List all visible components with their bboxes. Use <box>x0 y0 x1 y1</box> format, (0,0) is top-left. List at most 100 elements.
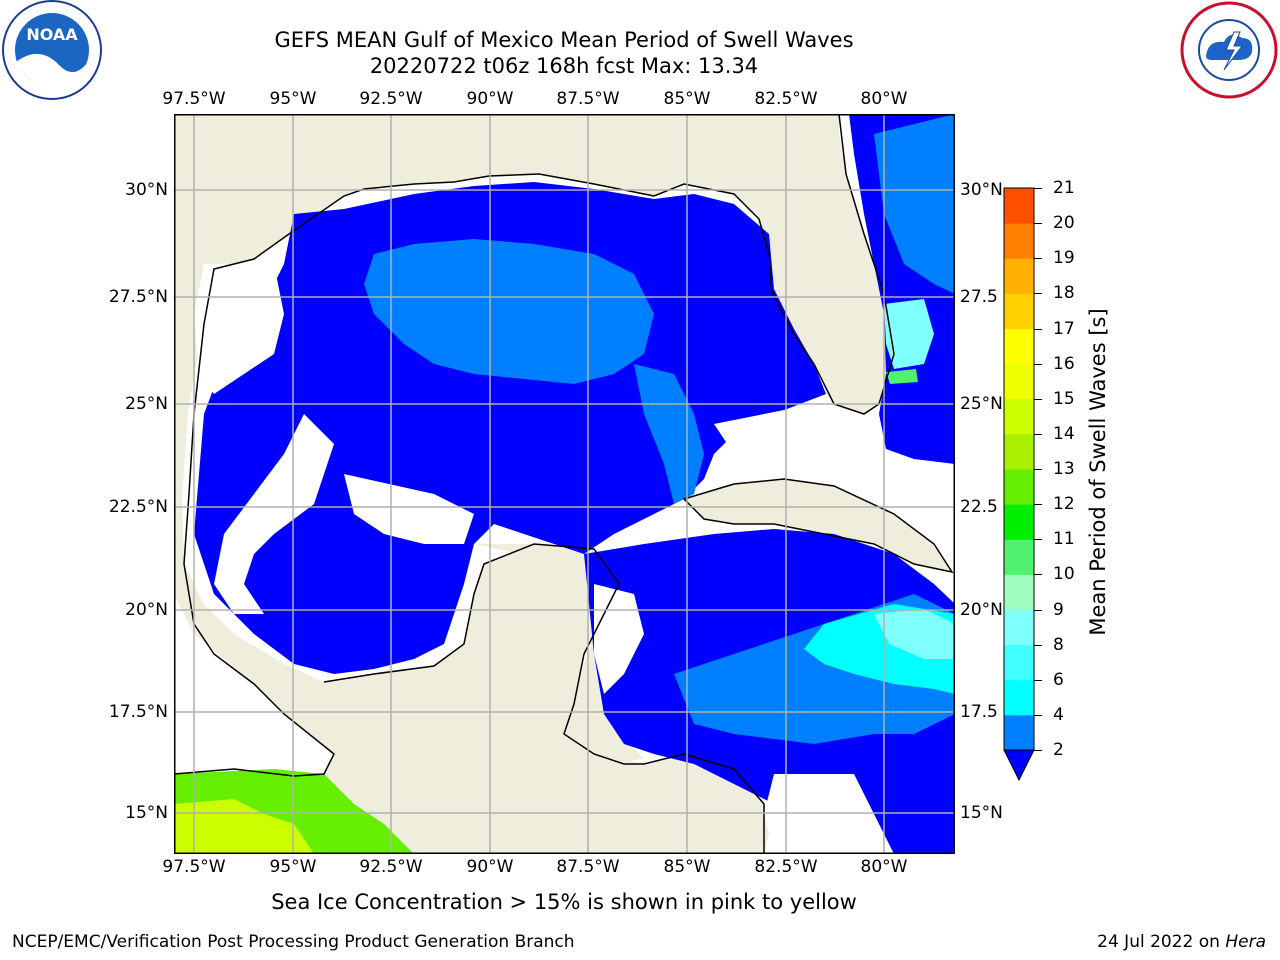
footer-date: 24 Jul 2022 on Hera <box>1097 932 1266 952</box>
colorbar-tick-label: 15 <box>1053 388 1075 409</box>
colorbar-segment <box>1004 293 1034 329</box>
lon-label-bottom: 92.5°W <box>359 857 423 877</box>
colorbar-tick-label: 2 <box>1053 740 1064 760</box>
colorbar-tick-mark <box>1034 293 1042 295</box>
colorbar-tick-mark <box>1034 679 1042 681</box>
map <box>174 114 955 854</box>
swell-gap-south <box>344 474 474 544</box>
colorbar-segment <box>1004 609 1034 646</box>
colorbar-tick-label: 14 <box>1053 423 1075 444</box>
footer-date-text: 24 Jul 2022 on <box>1097 932 1226 952</box>
colorbar-segment <box>1004 398 1034 435</box>
lat-label-left: 30°N <box>125 180 168 200</box>
swell-field-mid-blue <box>364 239 654 384</box>
swell-gap-gulf-southeast <box>714 404 874 474</box>
swell-field-caribbean-light-cyan <box>874 609 955 659</box>
colorbar-segment <box>1004 188 1034 224</box>
lat-label-right: 27.5 <box>960 287 998 307</box>
colorbar-segment <box>1004 504 1034 540</box>
colorbar-segment <box>1004 258 1034 294</box>
colorbar-tick-mark <box>1034 609 1042 611</box>
lon-label-top: 87.5°W <box>556 89 620 109</box>
footer-host: Hera <box>1225 932 1266 952</box>
lat-label-right: 15°N <box>960 803 1003 823</box>
colorbar-tick-mark <box>1034 258 1042 260</box>
colorbar-segment <box>1004 223 1034 259</box>
map-frame <box>174 114 955 854</box>
colorbar-tick-label: 13 <box>1053 459 1075 479</box>
colorbar-tick-label: 19 <box>1053 248 1075 269</box>
colorbar-segment <box>1004 679 1034 716</box>
colorbar-tick-label: 6 <box>1053 669 1064 690</box>
graticule <box>174 114 955 854</box>
lon-label-bottom: 82.5°W <box>754 857 818 877</box>
land-yucatan <box>474 544 644 764</box>
colorbar-segment <box>1004 433 1034 470</box>
colorbar-segment <box>1004 714 1034 751</box>
lat-label-right: 22.5 <box>960 497 998 517</box>
colorbar-tick-label: 21 <box>1053 178 1075 198</box>
lon-label-top: 97.5°W <box>162 89 226 109</box>
footer-credit: NCEP/EMC/Verification Post Processing Pr… <box>12 932 575 952</box>
lat-label-right: 25°N <box>960 394 1003 414</box>
colorbar-segment <box>1004 539 1034 575</box>
lat-label-left: 15°N <box>125 803 168 823</box>
swell-gap-honduras <box>764 774 894 854</box>
colorbar-tick-label: 9 <box>1053 599 1064 620</box>
colorbar-segment <box>1004 644 1034 681</box>
colorbar-tick-label: 4 <box>1053 704 1064 725</box>
colorbar-tick-label: 8 <box>1053 634 1064 655</box>
colorbar <box>1003 187 1035 782</box>
lon-label-bottom: 85°W <box>663 857 711 877</box>
lat-label-right: 17.5 <box>960 702 998 722</box>
colorbar-tick-mark <box>1034 714 1042 716</box>
colorbar-tick-label: 18 <box>1053 283 1075 304</box>
nws-logo <box>1180 1 1278 99</box>
colorbar-tick-label: 11 <box>1053 529 1075 550</box>
lat-label-left: 22.5°N <box>108 497 168 517</box>
swell-gap-central <box>214 414 334 614</box>
lat-label-left: 27.5°N <box>108 287 168 307</box>
colorbar-tick-mark <box>1034 188 1042 189</box>
colorbar-tick-mark <box>1034 750 1042 751</box>
swell-field-atlantic-cyan <box>884 299 934 369</box>
colorbar-tick-mark <box>1034 539 1042 541</box>
lon-label-top: 82.5°W <box>754 89 818 109</box>
colorbar-tick-label: 17 <box>1053 318 1075 339</box>
colorbar-segment <box>1004 363 1034 400</box>
lon-label-bottom: 95°W <box>269 857 317 877</box>
lon-label-top: 80°W <box>860 89 908 109</box>
lat-label-left: 17.5°N <box>108 702 168 722</box>
lon-label-top: 90°W <box>466 89 514 109</box>
colorbar-segment <box>1004 574 1034 610</box>
lon-label-bottom: 80°W <box>860 857 908 877</box>
colorbar-tick-mark <box>1034 574 1042 576</box>
land-florida <box>764 114 886 406</box>
noaa-logo-text: NOAA <box>26 25 78 44</box>
lon-label-bottom: 87.5°W <box>556 857 620 877</box>
colorbar-tick-mark <box>1034 469 1042 470</box>
chart-subtitle: 20220722 t06z 168h fcst Max: 13.34 <box>369 54 759 78</box>
colorbar-tick-label: 10 <box>1053 564 1075 585</box>
colorbar-tick-mark <box>1034 504 1042 506</box>
lon-label-top: 92.5°W <box>359 89 423 109</box>
noaa-logo: NOAA <box>2 0 102 100</box>
lat-label-left: 20°N <box>125 600 168 620</box>
coastline-cuba <box>682 478 954 574</box>
colorbar-segment <box>1004 469 1034 505</box>
colorbar-extend-arrow <box>1003 749 1035 782</box>
colorbar-tick-mark <box>1034 223 1042 225</box>
land-central-america <box>554 754 774 854</box>
colorbar-tick-mark <box>1034 433 1042 435</box>
lat-label-left: 25°N <box>125 394 168 414</box>
sea-ice-note: Sea Ice Concentration > 15% is shown in … <box>271 890 857 914</box>
colorbar-segment <box>1004 328 1034 365</box>
coastline-yucatan <box>323 543 765 854</box>
swell-field-atlantic-mid <box>874 114 955 294</box>
colorbar-tick-mark <box>1034 398 1042 400</box>
lat-label-right: 30°N <box>960 180 1003 200</box>
colorbar-tick-mark <box>1034 328 1042 330</box>
chart-title: GEFS MEAN Gulf of Mexico Mean Period of … <box>274 28 854 52</box>
lon-label-bottom: 97.5°W <box>162 857 226 877</box>
swell-gap-caribbean <box>594 584 644 694</box>
